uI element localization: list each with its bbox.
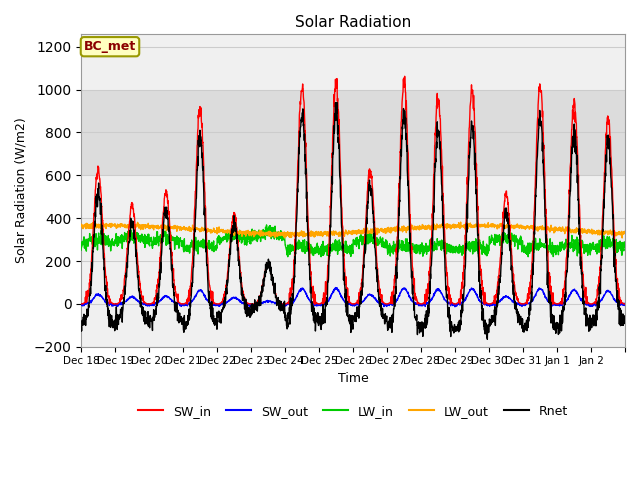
Legend: SW_in, SW_out, LW_in, LW_out, Rnet: SW_in, SW_out, LW_in, LW_out, Rnet	[133, 400, 573, 423]
Text: BC_met: BC_met	[84, 40, 136, 53]
Title: Solar Radiation: Solar Radiation	[295, 15, 412, 30]
Bar	[81, 90, 625, 175]
Y-axis label: Solar Radiation (W/m2): Solar Radiation (W/m2)	[15, 118, 28, 263]
X-axis label: Time: Time	[338, 372, 369, 385]
